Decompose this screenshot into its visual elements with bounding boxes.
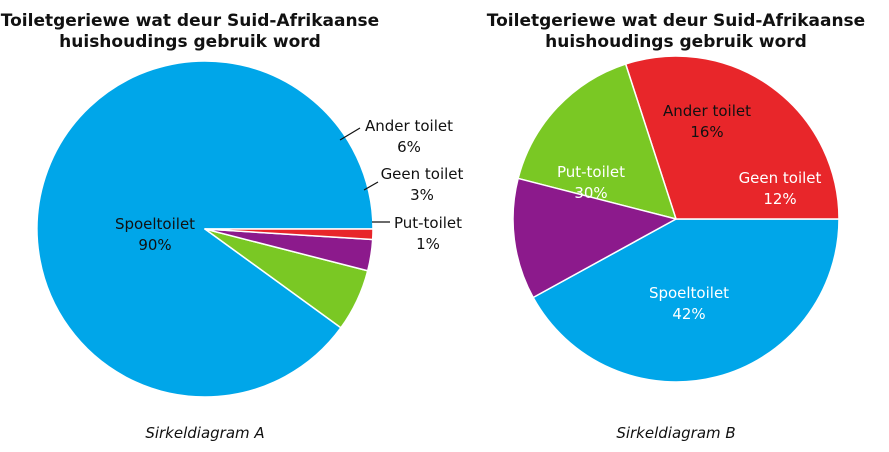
chart-a-value-ander-toilet: 6% <box>397 138 421 156</box>
chart-a-label-put-toilet: Put-toilet <box>394 214 462 232</box>
chart-b-caption: Sirkeldiagram B <box>616 424 735 442</box>
chart-b-value-ander-toilet: 16% <box>690 123 723 141</box>
chart-b-slice-ander-toilet <box>517 63 677 220</box>
chart-b-label-ander-toilet: Ander toilet <box>663 102 751 120</box>
chart-a-label-ander-toilet: Ander toilet <box>365 117 453 135</box>
chart-a-title-line-1: Toiletgeriewe wat deur Suid-Afrikaanse <box>1 11 379 31</box>
chart-b-title-line-2: huishoudings gebruik word <box>545 32 807 52</box>
chart-a-label-spoeltoilet: Spoeltoilet <box>115 215 195 233</box>
chart-a-value-spoeltoilet: 90% <box>138 236 171 254</box>
chart-a-slice-put-toilet <box>204 228 374 241</box>
chart-b-slice-put-toilet <box>624 55 840 220</box>
chart-a-title-line-2: huishoudings gebruik word <box>59 32 321 52</box>
chart-b-value-spoeltoilet: 42% <box>672 305 705 323</box>
chart-a-leader-ander <box>339 127 361 141</box>
chart-b-slice-spoeltoilet <box>532 218 840 383</box>
chart-b-label-put-toilet: Put-toilet <box>557 163 625 181</box>
chart-b-value-put-toilet: 30% <box>574 184 607 202</box>
chart-b-slice-geen-toilet <box>512 177 677 299</box>
pie-chart-b: Toiletgeriewe wat deur Suid-Afrikaanse h… <box>487 11 865 442</box>
chart-a-label-geen-toilet: Geen toilet <box>381 165 464 183</box>
chart-b-label-geen-toilet: Geen toilet <box>739 169 822 187</box>
chart-b-slices <box>512 55 840 383</box>
chart-b-title-line-1: Toiletgeriewe wat deur Suid-Afrikaanse <box>487 11 865 31</box>
chart-a-leader-geen <box>363 181 379 191</box>
pie-chart-a: Toiletgeriewe wat deur Suid-Afrikaanse h… <box>1 11 464 442</box>
chart-a-caption: Sirkeldiagram A <box>145 424 264 442</box>
chart-b-value-geen-toilet: 12% <box>763 190 796 208</box>
chart-a-value-put-toilet: 1% <box>416 235 440 253</box>
chart-b-label-spoeltoilet: Spoeltoilet <box>649 284 729 302</box>
chart-a-slices <box>36 60 374 398</box>
chart-a-value-geen-toilet: 3% <box>410 186 434 204</box>
